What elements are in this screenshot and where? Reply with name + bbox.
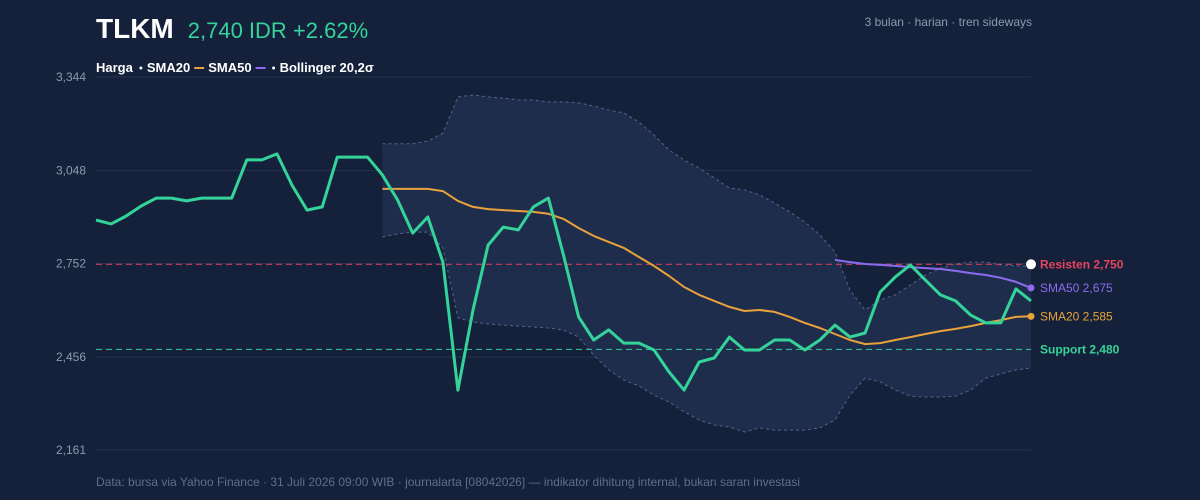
series-line (834, 258, 1032, 289)
legend-label: SMA20 (147, 60, 190, 75)
legend-label: SMA50 (208, 60, 251, 75)
legend-separator (139, 66, 143, 70)
series-line (382, 187, 1032, 346)
series-line (95, 152, 1032, 392)
chart-title: TLKM (96, 13, 174, 44)
chart-subtitle: 2,740 IDR +2.62% (188, 18, 368, 43)
legend-separator (272, 66, 276, 70)
level-label: Support 2,480 (1040, 342, 1120, 356)
level-dot (1026, 259, 1036, 270)
end-label: SMA50 2,675 (1040, 281, 1113, 295)
bollinger-upper (382, 94, 1031, 311)
end-dot (1027, 312, 1035, 320)
y-tick-label: 3,344 (56, 70, 86, 84)
end-label: SMA20 2,585 (1040, 309, 1113, 323)
legend-label: Harga (96, 60, 134, 75)
legend: Harga SMA20 SMA50 Bollinger 20,2σ (96, 60, 374, 75)
end-dot (1027, 284, 1035, 292)
y-tick-label: 2,752 (56, 257, 86, 271)
bollinger-fill (382, 95, 1031, 432)
chart-note: 3 bulan · harian · tren sideways (865, 15, 1032, 29)
source-note: Data: bursa via Yahoo Finance · 31 Juli … (96, 475, 800, 489)
y-tick-label: 2,161 (56, 443, 86, 457)
legend-label: Bollinger 20,2σ (280, 60, 374, 75)
level-label: Resisten 2,750 (1040, 257, 1124, 271)
y-tick-label: 3,048 (56, 163, 86, 177)
y-tick-label: 2,456 (56, 350, 86, 364)
